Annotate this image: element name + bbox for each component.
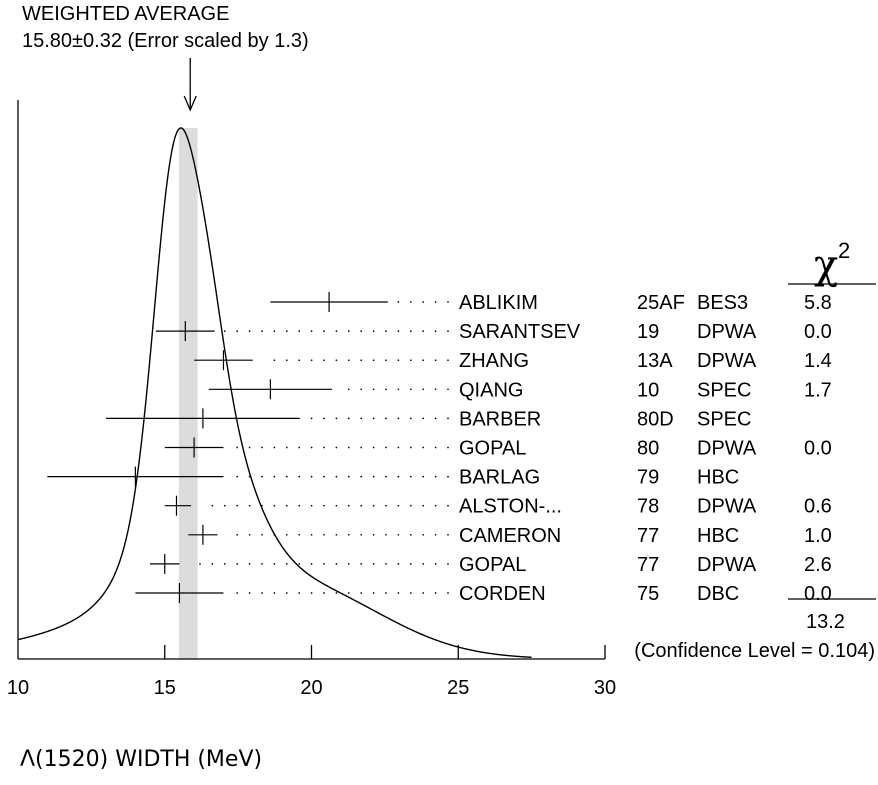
measurement-ref: 10 (637, 379, 659, 401)
weighted-average-title: WEIGHTED AVERAGE (22, 3, 229, 25)
measurement-name: BARLAG (459, 467, 540, 489)
confidence-level: (Confidence Level = 0.104) (634, 640, 875, 662)
measurement-row: GOPAL 80 DPWA 0.0 (164, 437, 832, 460)
dotted-leader (199, 563, 449, 565)
measurement-ref: 80 (637, 438, 659, 460)
dotted-leader (223, 330, 449, 332)
measurements: ABLIKIM 25AF BES3 5.8 SARANTSEV 19 DPWA 0.0 ZHAN… (47, 292, 832, 605)
weighted-average-value: 15.80±0.32 (Error scaled by 1.3) (22, 30, 309, 52)
measurement-name: ABLIKIM (459, 292, 538, 314)
measurement-chi2: 2.6 (804, 554, 832, 576)
measurement-row: QIANG 10 SPEC 1.7 (208, 379, 832, 401)
measurement-name: QIANG (459, 379, 523, 401)
weighted-average-band (178, 128, 198, 659)
x-tick-label: 30 (594, 677, 616, 699)
dotted-leader (310, 417, 449, 420)
measurement-row: ALSTON-... 78 DPWA 0.6 (164, 495, 832, 518)
measurement-technique: HBC (697, 525, 739, 547)
measurement-name: BARBER (459, 408, 541, 430)
measurement-row: CORDEN 75 DBC 0.0 (135, 583, 832, 605)
measurement-chi2: 0.0 (804, 321, 832, 343)
measurement-ref: 79 (637, 467, 659, 489)
measurement-chi2: 1.7 (804, 379, 832, 401)
measurement-ref: 77 (637, 525, 659, 547)
measurement-chi2: 0.0 (804, 438, 832, 460)
measurement-technique: DPWA (697, 496, 757, 518)
measurement-row: ZHANG 13A DPWA 1.4 (194, 350, 832, 372)
measurement-technique: SPEC (697, 379, 751, 401)
x-tick-label: 25 (447, 677, 469, 699)
measurement-ref: 19 (637, 321, 659, 343)
measurement-ref: 13A (637, 350, 673, 372)
weighted-average-arrow (183, 58, 197, 112)
x-axis-label: Λ(1520) WIDTH (MeV) (20, 747, 262, 772)
measurement-chi2: 0.0 (804, 583, 832, 605)
measurement-name: GOPAL (459, 438, 526, 460)
measurement-ref: 25AF (637, 292, 685, 314)
dotted-leader (236, 592, 449, 594)
measurement-row: CAMERON 77 HBC 1.0 (188, 524, 832, 547)
measurement-technique: SPEC (697, 408, 751, 430)
dotted-leader (397, 301, 449, 303)
measurement-row: GOPAL 77 DPWA 2.6 (150, 553, 832, 576)
measurement-row: BARLAG 79 HBC (47, 466, 739, 489)
dotted-leader (211, 504, 449, 507)
measurement-chi2: 1.0 (804, 525, 832, 547)
measurement-technique: DPWA (697, 350, 757, 372)
measurement-name: CAMERON (459, 525, 561, 547)
measurement-row: SARANTSEV 19 DPWA 0.0 (155, 321, 832, 343)
measurement-chi2: 5.8 (804, 292, 832, 314)
measurement-row: BARBER 80D SPEC (106, 408, 751, 430)
measurement-ref: 78 (637, 496, 659, 518)
measurement-technique: BES3 (697, 292, 748, 314)
measurement-name: GOPAL (459, 554, 526, 576)
measurement-technique: HBC (697, 467, 739, 489)
dotted-leader (236, 533, 449, 536)
x-axis-ticks: 10 15 20 25 30 (7, 645, 616, 699)
measurement-ref: 80D (637, 408, 674, 430)
chi2-header: χ (814, 242, 838, 288)
measurement-chi2: 0.6 (804, 496, 832, 518)
measurement-technique: DPWA (697, 321, 757, 343)
measurement-chi2: 1.4 (804, 350, 832, 372)
measurement-name: ZHANG (459, 350, 529, 372)
measurement-technique: DPWA (697, 438, 757, 460)
measurement-name: ALSTON-... (459, 496, 562, 518)
x-tick-label: 20 (300, 677, 322, 699)
measurement-technique: DBC (697, 583, 739, 605)
dotted-leader (273, 359, 449, 362)
measurement-ref: 75 (637, 583, 659, 605)
arrow-head (183, 95, 197, 112)
x-tick-label: 10 (7, 677, 29, 699)
measurement-name: CORDEN (459, 583, 546, 605)
chi2-superscript: 2 (838, 238, 850, 263)
measurement-row: ABLIKIM 25AF BES3 5.8 (270, 292, 832, 314)
dotted-leader (236, 446, 449, 449)
measurement-technique: DPWA (697, 554, 757, 576)
dotted-leader (236, 475, 449, 478)
measurement-name: SARANTSEV (459, 321, 581, 343)
dotted-leader (347, 388, 449, 391)
chi2-total: 13.2 (806, 611, 845, 633)
x-tick-label: 15 (154, 677, 176, 699)
ideogram-curve (17, 127, 532, 658)
measurement-ref: 77 (637, 554, 659, 576)
